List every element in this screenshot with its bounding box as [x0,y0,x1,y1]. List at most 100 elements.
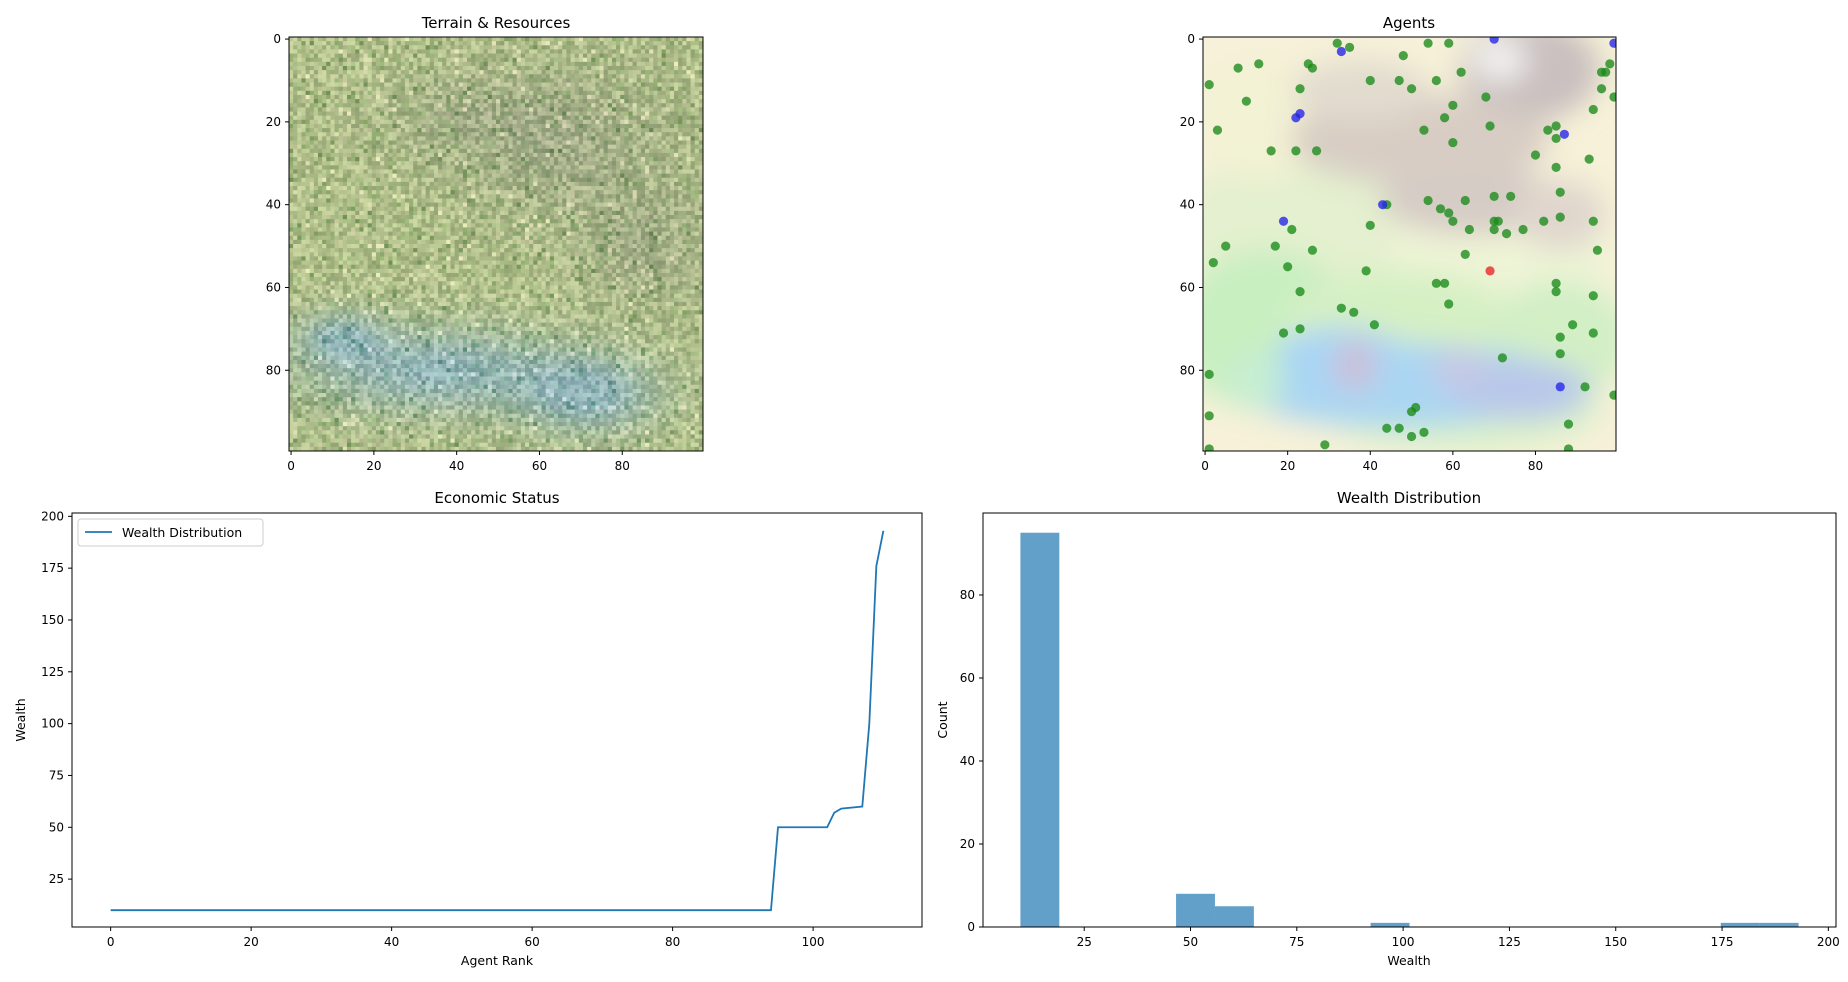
terrain-ticks: 0 20 40 60 80 0 20 40 60 80 [266,32,630,473]
histogram-xtick-label: 200 [1817,935,1840,949]
agent-point [1283,262,1293,272]
agents-points [1204,37,1616,451]
agent-point [1411,402,1421,413]
terrain-ytick-label: 0 [273,32,281,46]
agent-point [1378,200,1388,210]
line-plot [110,530,885,912]
agents-xtick-label: 40 [1363,459,1378,473]
agent-point [1431,278,1441,288]
histogram-bar [1720,922,1760,927]
wealth-line [110,530,885,912]
agent-point [1221,241,1231,251]
agent-point [1435,204,1446,214]
agent-point [1568,320,1578,330]
histogram-bar [1020,532,1060,927]
agent-point [1596,84,1607,94]
economic-xtick-label: 60 [524,935,539,949]
histogram-bar [1370,922,1410,927]
agent-point [1588,104,1598,115]
agent-point [1559,129,1569,139]
economic-frame [71,512,923,928]
agents-xtick-label: 0 [1201,459,1209,473]
histogram-ytick-label: 80 [960,588,975,602]
terrain-ytick-label: 60 [266,280,281,294]
agent-point [1336,303,1346,313]
agent-point [1311,146,1322,156]
agent-point [1448,137,1458,148]
histogram-xtick-label: 75 [1289,935,1304,949]
agent-point [1361,266,1371,276]
agent-point [1295,287,1305,297]
agent-point [1518,224,1528,235]
agent-point [1278,328,1289,338]
histogram-ytick-label: 40 [960,754,975,768]
agent-point [1369,320,1379,330]
agent-point [1555,349,1565,359]
agent-point [1278,216,1289,226]
histogram-bar [1214,906,1254,927]
economic-ytick-label: 150 [41,613,64,627]
agent-point [1398,51,1408,61]
agent-point [1563,419,1574,429]
agent-point [1489,191,1499,201]
economic-xtick-label: 0 [107,935,115,949]
terrain-xtick-label: 20 [366,459,381,473]
economic-legend: Wealth Distribution [77,518,264,547]
agent-point [1349,307,1359,317]
terrain-heatmap [289,37,703,451]
agent-point [1345,42,1355,52]
agent-point [1365,75,1375,86]
agent-point [1551,278,1561,288]
agent-point [1406,84,1417,94]
legend-label: Wealth Distribution [122,525,242,540]
agent-point [1204,444,1214,451]
histogram-xtick-label: 175 [1711,935,1734,949]
histogram-frame [982,512,1837,928]
histogram-title: Wealth Distribution [1337,489,1481,507]
agent-point [1266,146,1276,156]
economic-ytick-label: 175 [41,561,64,575]
agent-point [1423,38,1433,48]
agent-point [1501,229,1512,239]
agent-point [1555,212,1565,222]
agent-point [1307,245,1318,255]
agent-point [1530,150,1541,160]
agents-xtick-label: 20 [1280,459,1295,473]
histogram-xtick-label: 25 [1077,935,1092,949]
agents-frame [1202,36,1617,452]
economic-ytick-label: 25 [49,872,64,886]
agent-point [1382,423,1392,433]
agent-point [1336,46,1346,57]
histogram-xtick-label: 150 [1604,935,1627,949]
economic-ytick-label: 200 [41,509,64,523]
agents-ticks: 0 20 40 60 80 0 20 40 60 80 [1180,32,1543,473]
agent-point [1394,75,1404,86]
agent-point [1444,38,1454,48]
agent-point [1609,92,1616,102]
agent-point [1394,423,1404,433]
agent-point [1609,38,1616,48]
agent-point [1609,390,1616,400]
economic-ytick-label: 125 [41,665,64,679]
agent-point [1295,324,1305,334]
agent-point [1555,187,1565,197]
agent-point [1506,191,1516,201]
agent-point [1460,195,1470,206]
agents-ytick-label: 60 [1180,280,1195,294]
agent-point [1419,125,1429,135]
histogram-xtick-label: 100 [1392,935,1415,949]
agent-point [1563,444,1574,451]
economic-panel: Economic Status 0 20 40 60 80 100 25 50 75 100 125… [13,489,923,968]
histogram-bars [1020,532,1799,927]
agent-point [1539,216,1549,226]
terrain-title: Terrain & Resources [421,14,571,32]
histogram-bar [1176,893,1215,927]
agents-ytick-label: 20 [1180,115,1195,129]
agents-ytick-label: 0 [1187,32,1195,46]
economic-xlabel: Agent Rank [461,953,534,968]
economic-xtick-label: 100 [802,935,825,949]
economic-xtick-label: 80 [665,935,680,949]
agent-point [1320,440,1330,450]
terrain-xtick-label: 60 [532,459,547,473]
